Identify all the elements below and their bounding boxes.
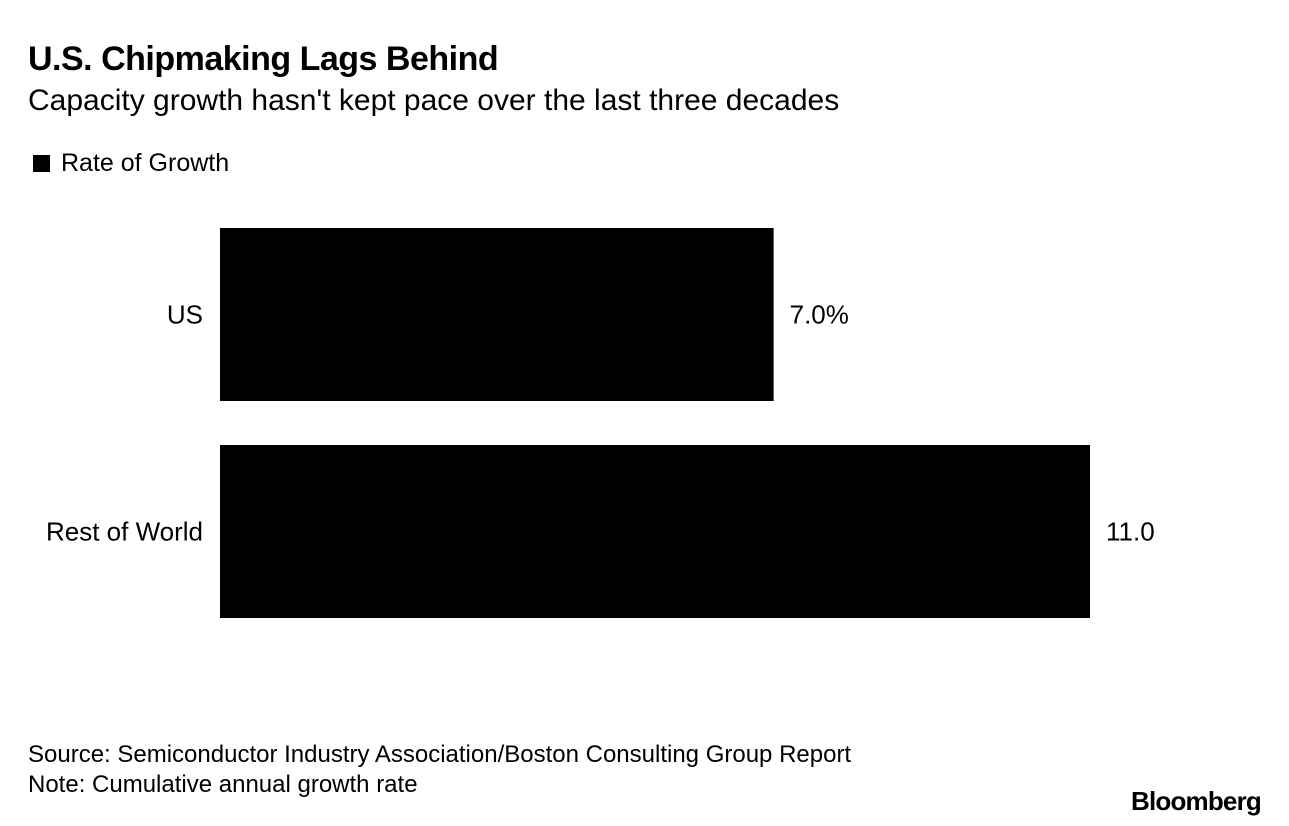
category-label: Rest of World (46, 517, 203, 547)
chart-subtitle: Capacity growth hasn't kept pace over th… (28, 84, 840, 117)
bar-us (220, 228, 774, 401)
bar-chart: US 7.0% Rest of World 11.0 (46, 228, 1155, 618)
legend-swatch (33, 154, 50, 172)
category-label: US (167, 300, 203, 330)
data-label: 7.0% (790, 300, 849, 330)
bloomberg-logo: Bloomberg (1130, 786, 1262, 816)
chart-title: U.S. Chipmaking Lags Behind (28, 40, 499, 78)
source-note: Source: Semiconductor Industry Associati… (28, 741, 852, 768)
bar-rest-of-world (220, 445, 1090, 618)
footnote: Note: Cumulative annual growth rate (28, 771, 418, 798)
data-label: 11.0 (1106, 517, 1155, 547)
legend-label: Rate of Growth (61, 148, 230, 177)
footer: Source: Semiconductor Industry Associati… (28, 740, 851, 800)
legend: Rate of Growth (33, 146, 229, 180)
